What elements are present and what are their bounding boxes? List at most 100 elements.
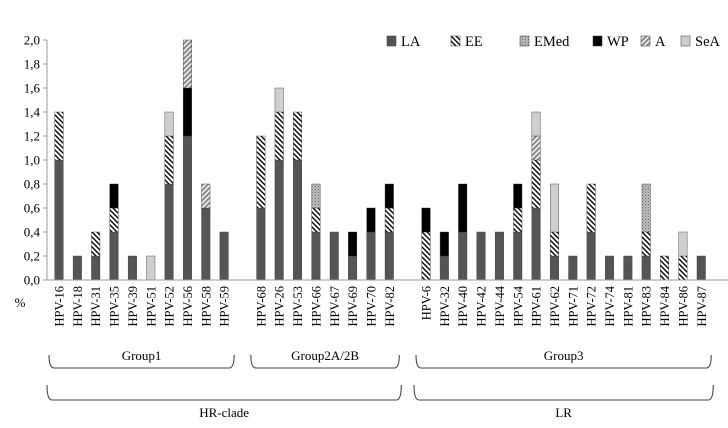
bar-hpv-84-ee [660, 255, 669, 281]
x-tick-label: HPV-52 [163, 286, 177, 327]
x-tick-label: HPV-54 [511, 285, 525, 326]
bar-hpv-61-la [531, 207, 541, 281]
clade-1-label: HR-clade [199, 405, 249, 420]
x-tick-label: HPV-86 [676, 286, 690, 327]
bar-hpv-86-sea [678, 231, 688, 257]
x-tick-label: HPV-42 [475, 286, 489, 327]
bar-hpv-32-la [439, 255, 449, 281]
x-tick-label: HPV-82 [383, 286, 397, 327]
x-tick-label: HPV-69 [346, 286, 360, 327]
legend-label-emed: EMed [534, 34, 570, 50]
legend-swatch-a [640, 35, 651, 47]
bar-hpv-31-la [91, 255, 101, 281]
legend-label-wp: WP [607, 34, 629, 50]
bar-hpv-83-emed [641, 183, 651, 233]
bar-hpv-61-a [531, 135, 541, 161]
x-tick-label: HPV-61 [530, 286, 544, 327]
bar-hpv-66-emed [311, 183, 321, 209]
legend-label-la: LA [401, 34, 421, 50]
x-tick-label: HPV-67 [328, 286, 342, 327]
bar-hpv-35-wp [109, 183, 119, 209]
legend-swatch-ee [450, 35, 461, 47]
x-tick-label: HPV-71 [566, 286, 580, 327]
bar-hpv-70-la [366, 231, 376, 281]
x-tick-label: HPV-68 [254, 286, 268, 327]
x-tick-label: HPV-87 [695, 286, 709, 327]
bar-hpv-62-ee [550, 231, 559, 257]
x-tick-label: HPV-84 [658, 285, 672, 326]
group-3-label: Group3 [544, 348, 584, 363]
bar-hpv-66-la [311, 231, 321, 281]
bar-hpv-56-wp [182, 87, 192, 137]
bar-hpv-18-la [72, 255, 82, 281]
bar-hpv-26-sea [274, 87, 284, 113]
x-tick-label: HPV-32 [438, 286, 452, 327]
x-tick-label: HPV-16 [53, 286, 67, 327]
y-tick-label: 1,2 [24, 129, 40, 144]
bar-hpv-42-la [476, 231, 486, 281]
legend-swatch-sea [680, 35, 691, 47]
bar-hpv-40-wp [458, 183, 468, 233]
x-tick-label: HPV-31 [89, 286, 103, 327]
x-tick-label: HPV-58 [199, 286, 213, 327]
bar-hpv-61-sea [531, 111, 541, 137]
group-1-bracket [48, 354, 235, 369]
bar-hpv-67-la [329, 231, 339, 281]
bar-hpv-81-la [623, 255, 633, 281]
group-1-label: Group1 [122, 348, 162, 363]
bar-hpv-72-la [586, 231, 596, 281]
bar-hpv-70-wp [366, 207, 376, 233]
bar-hpv-39-la [127, 255, 137, 281]
y-tick-label: 1,8 [24, 57, 40, 72]
bar-hpv-16-la [54, 159, 64, 281]
y-tick-label: 0,4 [24, 225, 41, 240]
legend-swatch-emed [519, 35, 530, 47]
bar-hpv-26-la [274, 159, 284, 281]
legend-swatch-wp [592, 35, 603, 47]
y-tick-label: 0,2 [24, 249, 40, 264]
bar-hpv-59-la [219, 231, 229, 281]
bar-hpv-52-la [164, 183, 174, 281]
bar-hpv-61-ee [531, 159, 541, 209]
bar-hpv-56-a [182, 39, 192, 89]
y-tick-label: 0,8 [24, 177, 40, 192]
bar-hpv-16-ee [54, 111, 64, 161]
x-tick-label: HPV-26 [273, 286, 287, 327]
bar-hpv-68-la [256, 207, 266, 281]
bar-hpv-52-sea [164, 111, 174, 137]
bar-hpv-62-la [550, 255, 559, 281]
y-tick-label: 0,6 [24, 201, 41, 216]
bar-hpv-71-la [568, 255, 578, 281]
x-tick-label: HPV-44 [493, 285, 507, 326]
x-tick-label: HPV-39 [126, 286, 140, 327]
x-tick-label: HPV-35 [108, 286, 122, 327]
bar-hpv-69-wp [348, 231, 358, 257]
bar-hpv-6-ee [421, 231, 431, 281]
bar-hpv-32-wp [439, 231, 449, 257]
bar-hpv-51-sea [146, 255, 156, 281]
bar-hpv-40-la [458, 231, 468, 281]
bar-hpv-87-la [696, 255, 706, 281]
bar-hpv-6-wp [421, 207, 431, 233]
bar-hpv-35-la [109, 231, 119, 281]
legend-label-sea: SeA [695, 34, 721, 50]
x-tick-label: HPV-70 [364, 286, 378, 327]
x-tick-label: HPV-81 [621, 286, 635, 327]
bar-hpv-54-wp [513, 183, 523, 209]
bar-hpv-44-la [494, 231, 504, 281]
x-tick-label: HPV-83 [640, 286, 654, 327]
group-3-bracket [415, 354, 712, 369]
x-tick-label: HPV-56 [181, 286, 195, 327]
y-tick-label: 1,0 [24, 153, 40, 168]
y-tick-label: 0,0 [24, 273, 40, 288]
legend-label-ee: EE [465, 34, 483, 50]
bar-hpv-69-la [348, 255, 358, 281]
clade-2-bracket [413, 384, 714, 401]
bar-hpv-58-a [201, 183, 211, 209]
bar-hpv-58-la [201, 207, 211, 281]
x-tick-label: HPV-18 [71, 286, 85, 327]
bar-hpv-54-ee [513, 207, 523, 233]
bar-hpv-31-ee [91, 231, 101, 257]
